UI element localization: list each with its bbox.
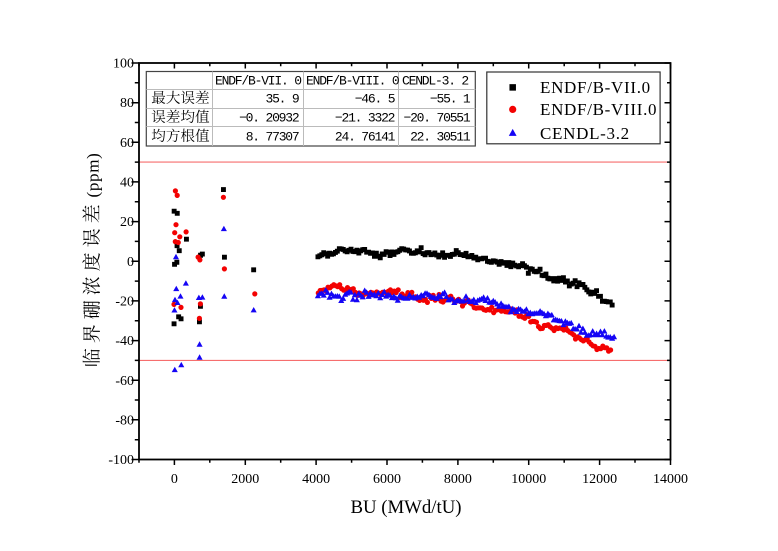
svg-text:8000: 8000 <box>444 472 472 487</box>
svg-text:100: 100 <box>113 57 134 72</box>
svg-text:0: 0 <box>171 472 178 487</box>
svg-text:6000: 6000 <box>373 472 401 487</box>
svg-text:−46. 5: −46. 5 <box>355 92 395 107</box>
svg-text:ENDF/B-VIII. 0: ENDF/B-VIII. 0 <box>306 74 399 89</box>
svg-text:CENDL-3. 2: CENDL-3. 2 <box>402 74 468 89</box>
svg-text:24. 76141: 24. 76141 <box>335 130 396 145</box>
svg-text:80: 80 <box>120 96 134 111</box>
svg-text:60: 60 <box>120 136 134 151</box>
svg-text:35. 9: 35. 9 <box>265 92 298 107</box>
svg-text:ENDF/B-VIII.0: ENDF/B-VIII.0 <box>540 100 657 119</box>
svg-text:BU (MWd/tU): BU (MWd/tU) <box>350 497 461 518</box>
svg-text:14000: 14000 <box>653 472 688 487</box>
svg-text:40: 40 <box>120 176 134 191</box>
svg-text:4000: 4000 <box>302 472 330 487</box>
svg-text:10000: 10000 <box>511 472 546 487</box>
svg-text:ENDF/B-VII.0: ENDF/B-VII.0 <box>540 78 651 97</box>
svg-text:−0. 20932: −0. 20932 <box>239 111 299 126</box>
svg-text:−21. 3322: −21. 3322 <box>335 111 395 126</box>
svg-text:(ppm): (ppm) <box>84 152 103 197</box>
svg-text:20: 20 <box>120 215 134 230</box>
svg-text:-100: -100 <box>108 453 134 468</box>
svg-text:0: 0 <box>127 255 134 270</box>
svg-text:ENDF/B-VII. 0: ENDF/B-VII. 0 <box>215 74 301 89</box>
svg-text:2000: 2000 <box>231 472 259 487</box>
svg-text:−20. 70551: −20. 70551 <box>403 111 470 126</box>
svg-text:8. 77307: 8. 77307 <box>246 130 299 145</box>
svg-text:-20: -20 <box>115 295 134 310</box>
svg-text:CENDL-3.2: CENDL-3.2 <box>540 124 630 143</box>
svg-text:12000: 12000 <box>582 472 617 487</box>
svg-text:-60: -60 <box>115 374 134 389</box>
svg-text:-40: -40 <box>115 334 134 349</box>
svg-text:−55. 1: −55. 1 <box>430 92 471 107</box>
svg-text:22. 30511: 22. 30511 <box>410 130 471 145</box>
svg-text:-80: -80 <box>115 413 134 428</box>
